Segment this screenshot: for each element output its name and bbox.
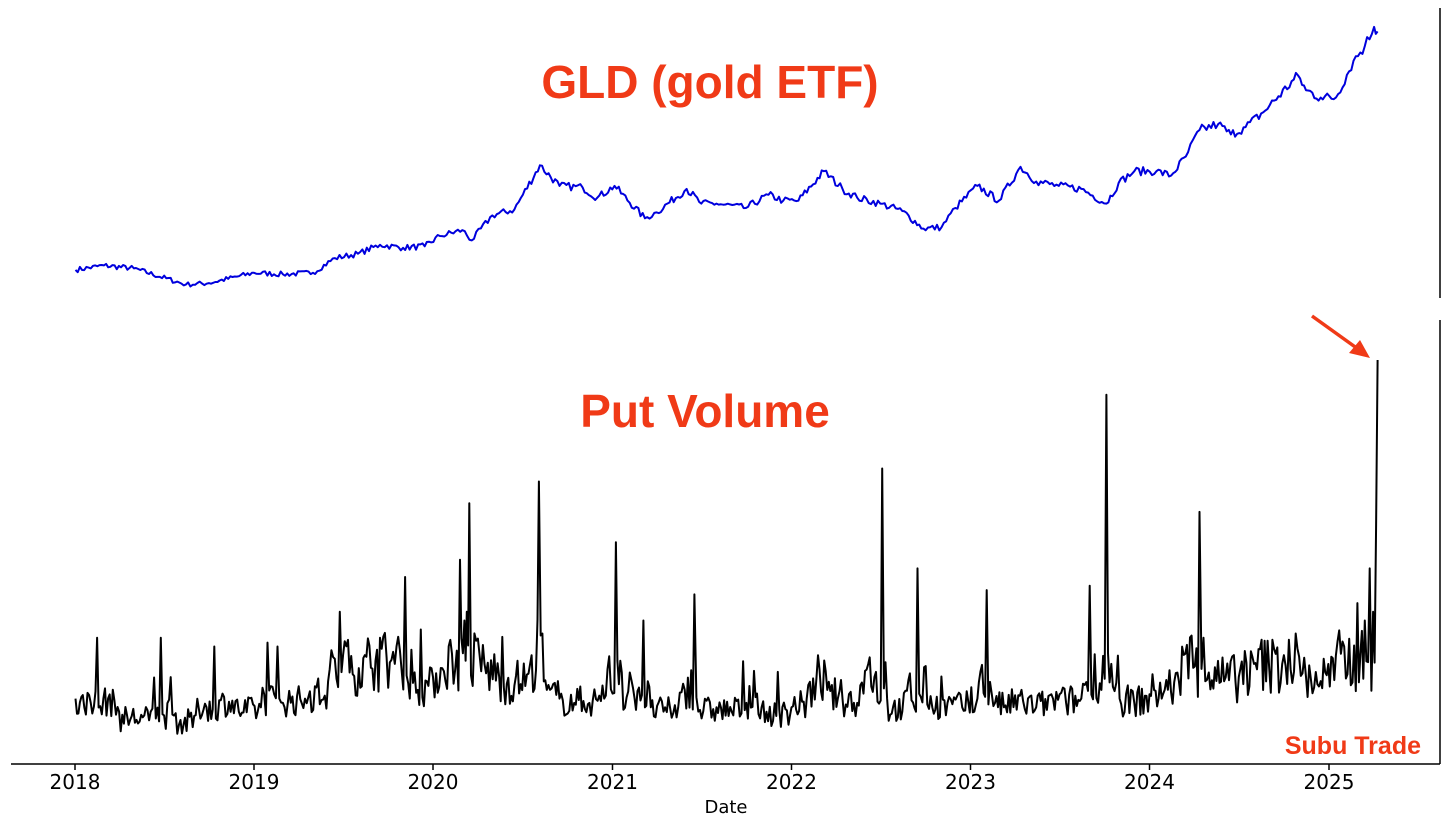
x-tick-label: 2023	[945, 770, 996, 794]
x-axis-ticks: 2018 2019 2020 2021 2022 2023 2024 2025	[50, 764, 1355, 794]
x-tick-label: 2024	[1124, 770, 1175, 794]
put-panel-title: Put Volume	[580, 385, 830, 437]
x-tick-label: 2020	[408, 770, 459, 794]
gld-panel-title: GLD (gold ETF)	[541, 56, 878, 108]
put-volume-line	[74, 359, 1379, 735]
gld-price-line	[74, 25, 1379, 288]
x-tick-label: 2025	[1304, 770, 1355, 794]
x-tick-label: 2021	[587, 770, 638, 794]
x-tick-label: 2019	[229, 770, 280, 794]
x-axis-label: Date	[704, 797, 747, 818]
x-tick-label: 2018	[50, 770, 101, 794]
subu-trade-label: Subu Trade	[1285, 732, 1421, 760]
x-tick-label: 2022	[766, 770, 817, 794]
arrow-icon	[1310, 314, 1370, 358]
